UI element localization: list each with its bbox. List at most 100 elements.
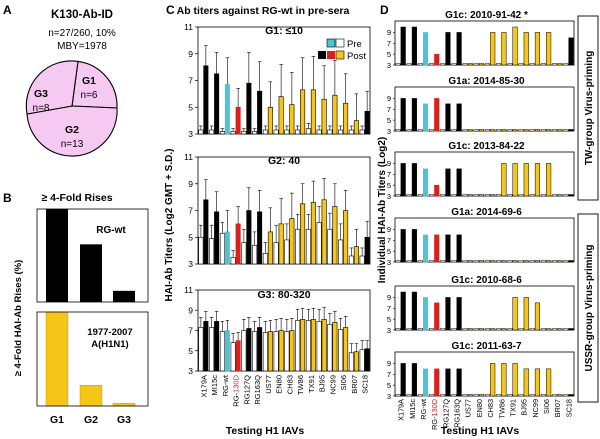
bar-post-si06 <box>546 260 552 263</box>
bar-post-sc18 <box>568 328 574 331</box>
legend-pre-label: Pre <box>347 39 362 50</box>
bar-pre-ch83 <box>284 239 290 265</box>
panel-b-bottom-label-1: 1977-2007 <box>87 327 132 338</box>
panel-c-legend: Pre Post <box>318 38 366 62</box>
bar-pre-bj95 <box>316 321 322 372</box>
panel-d-subtitle-4: G1a: 2014-69-6 <box>451 207 522 218</box>
panel-b-bottom-frame <box>36 311 149 407</box>
bar-post-sc18 <box>568 394 574 397</box>
bar-pre-en80 <box>273 331 279 372</box>
bar-post-bj95 <box>523 32 529 66</box>
bar-post-nc99 <box>534 32 540 66</box>
panel-d-ytick-label: 9 <box>387 293 391 302</box>
bar-post-mi15c <box>214 321 220 372</box>
bar-post-mi15c <box>411 163 417 197</box>
bar-post-sc18 <box>568 194 574 197</box>
bar-pre-x179a <box>198 236 204 265</box>
panel-d-ytick-label: 7 <box>387 236 391 245</box>
bar-pre-nc99 <box>529 129 535 132</box>
panel-b-xtick-g1: G1 <box>50 414 64 426</box>
panel-d-ytick-label: 5 <box>387 181 391 190</box>
bar-post-rg163q <box>257 211 263 265</box>
bar-pre-nc99 <box>327 228 333 265</box>
panel-d-subtitle-3: G1c: 2013-84-22 <box>448 141 525 152</box>
panel-d-ytick-label: 3 <box>387 326 391 335</box>
bar-post-sc18 <box>568 260 574 263</box>
bar-pre-rg163q <box>451 129 457 132</box>
bar-post-ch83 <box>289 104 295 135</box>
bar-pre-us77 <box>262 253 268 265</box>
bar-post-tx91 <box>310 319 316 372</box>
panel-c-xlabel: Testing H1 IAVs <box>226 425 305 437</box>
bar-post-en80 <box>478 194 485 197</box>
bar-pre-br07 <box>348 129 354 135</box>
bar-post-mi15c <box>214 73 220 135</box>
bar-pre-tx91 <box>507 328 513 331</box>
legend-post-swatch-b <box>327 51 335 59</box>
panel-b-xtick-g3: G3 <box>117 414 131 426</box>
bar-post-tx91 <box>512 26 518 66</box>
bar-post-x179a <box>400 291 406 331</box>
bar-post-bj95 <box>321 98 327 135</box>
bar-pre-tw86 <box>496 260 502 263</box>
bar-pre-x179a <box>198 129 204 135</box>
bar-pre-rg163q <box>451 63 457 66</box>
bar-post-nc99 <box>534 302 540 331</box>
bar-post-tx91 <box>512 297 518 331</box>
side-label-tw: TW-group Virus-priming <box>584 51 595 166</box>
bar-pre-ch83 <box>484 194 491 197</box>
bar-post-ch83 <box>490 363 496 397</box>
panel-d-subtitle-1: G1c: 2010-91-42 * <box>445 10 528 21</box>
bar-pre-mi15c <box>406 260 412 263</box>
bar-pre-rg-130d <box>429 394 435 397</box>
panel-d-xtick-label: CH83 <box>486 399 495 418</box>
bar-post-tw86 <box>501 328 507 331</box>
bar-post-rg163q <box>456 234 462 263</box>
bar-pre-rg-wt <box>219 131 225 135</box>
bar-pre-en80 <box>473 63 479 66</box>
panel-d-ytick-label: 9 <box>387 28 391 37</box>
bar-post-bj95 <box>523 163 529 197</box>
bar-pre-mi15c <box>209 129 215 135</box>
panel-d-ylabel: Individual HAI-Ab Titers (Log2) <box>377 137 388 283</box>
bar-pre-us77 <box>462 63 468 66</box>
bar-pre-br07 <box>348 255 354 265</box>
bar-post-x179a <box>400 163 406 197</box>
bar-pre-br07 <box>552 129 558 132</box>
bar-pre-nc99 <box>327 129 333 135</box>
bar-pre-us77 <box>462 194 468 197</box>
bar-pre-nc99 <box>529 260 535 263</box>
bar-post-rg-130d <box>235 340 241 372</box>
bar-pre-nc99 <box>529 194 535 197</box>
panel-d-xtick-label: SI06 <box>542 399 551 414</box>
bar-pre-si06 <box>540 129 546 132</box>
bar-post-rg127q <box>445 297 451 331</box>
bar-pre-tw86 <box>496 63 502 66</box>
bar-post-rg127q <box>246 328 252 372</box>
side-box-ussr <box>577 213 599 403</box>
bar-post-en80 <box>278 223 284 265</box>
bar-pre-mi15c <box>406 194 412 197</box>
bar-post-rg-wt <box>423 103 429 132</box>
legend-pre-swatch-b <box>335 38 345 48</box>
bar-pre-sc18 <box>563 394 569 397</box>
bar-pre-rg163q <box>451 328 457 331</box>
bar-pre-tx91 <box>305 320 311 372</box>
bar-pre-nc99 <box>327 324 333 372</box>
panel-c-xtick-label: BJ95 <box>318 375 327 392</box>
bar-pre-en80 <box>273 242 279 265</box>
panel-d-xtick-label: RG127Q <box>441 399 450 428</box>
bar-post-us77 <box>467 394 473 397</box>
bar-post-en80 <box>478 260 485 263</box>
pie-label-g1: G1 <box>82 75 96 87</box>
bar-pre-ch83 <box>484 129 491 132</box>
panel-d-xlabel: Testing H1 IAVs <box>441 425 520 437</box>
bar-post-en80 <box>478 328 485 331</box>
bar-post-ch83 <box>490 129 496 132</box>
bar-post-x179a <box>203 65 209 135</box>
bar-pre-ch83 <box>484 63 491 66</box>
pie-chart <box>25 60 118 157</box>
panel-c-xtick-label: RG-130D <box>232 374 241 406</box>
panel-c-ytick-label: 3 <box>188 129 193 139</box>
bar-pre-rg127q <box>440 194 446 197</box>
